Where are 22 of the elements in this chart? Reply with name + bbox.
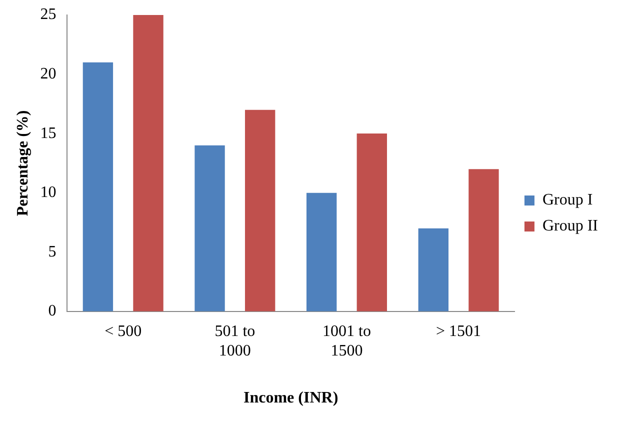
x-tick-label: 1001 to 1500 [322,323,371,360]
y-tick-label: 5 [48,243,56,260]
y-tick-label: 0 [48,302,56,320]
legend-label: Group II [542,218,598,235]
y-axis-title: Percentage (%) [14,110,32,216]
x-tick-label: 501 to 1000 [214,323,256,360]
bar [468,169,499,312]
bar [418,228,448,312]
bar [194,145,225,312]
x-tick-label: < 500 [104,323,142,340]
x-axis-title: Income (INR) [244,390,338,407]
bar [133,15,164,312]
bar [244,110,276,312]
legend-label: Group I [542,192,593,209]
y-tick-label: 25 [40,6,56,24]
bar [356,134,387,312]
bar [82,62,114,312]
y-tick-label: 10 [40,184,56,202]
y-tick-label: 15 [40,124,56,142]
y-tick-label: 20 [40,65,56,82]
bar [306,192,337,312]
x-tick-label: > 1501 [436,323,482,340]
